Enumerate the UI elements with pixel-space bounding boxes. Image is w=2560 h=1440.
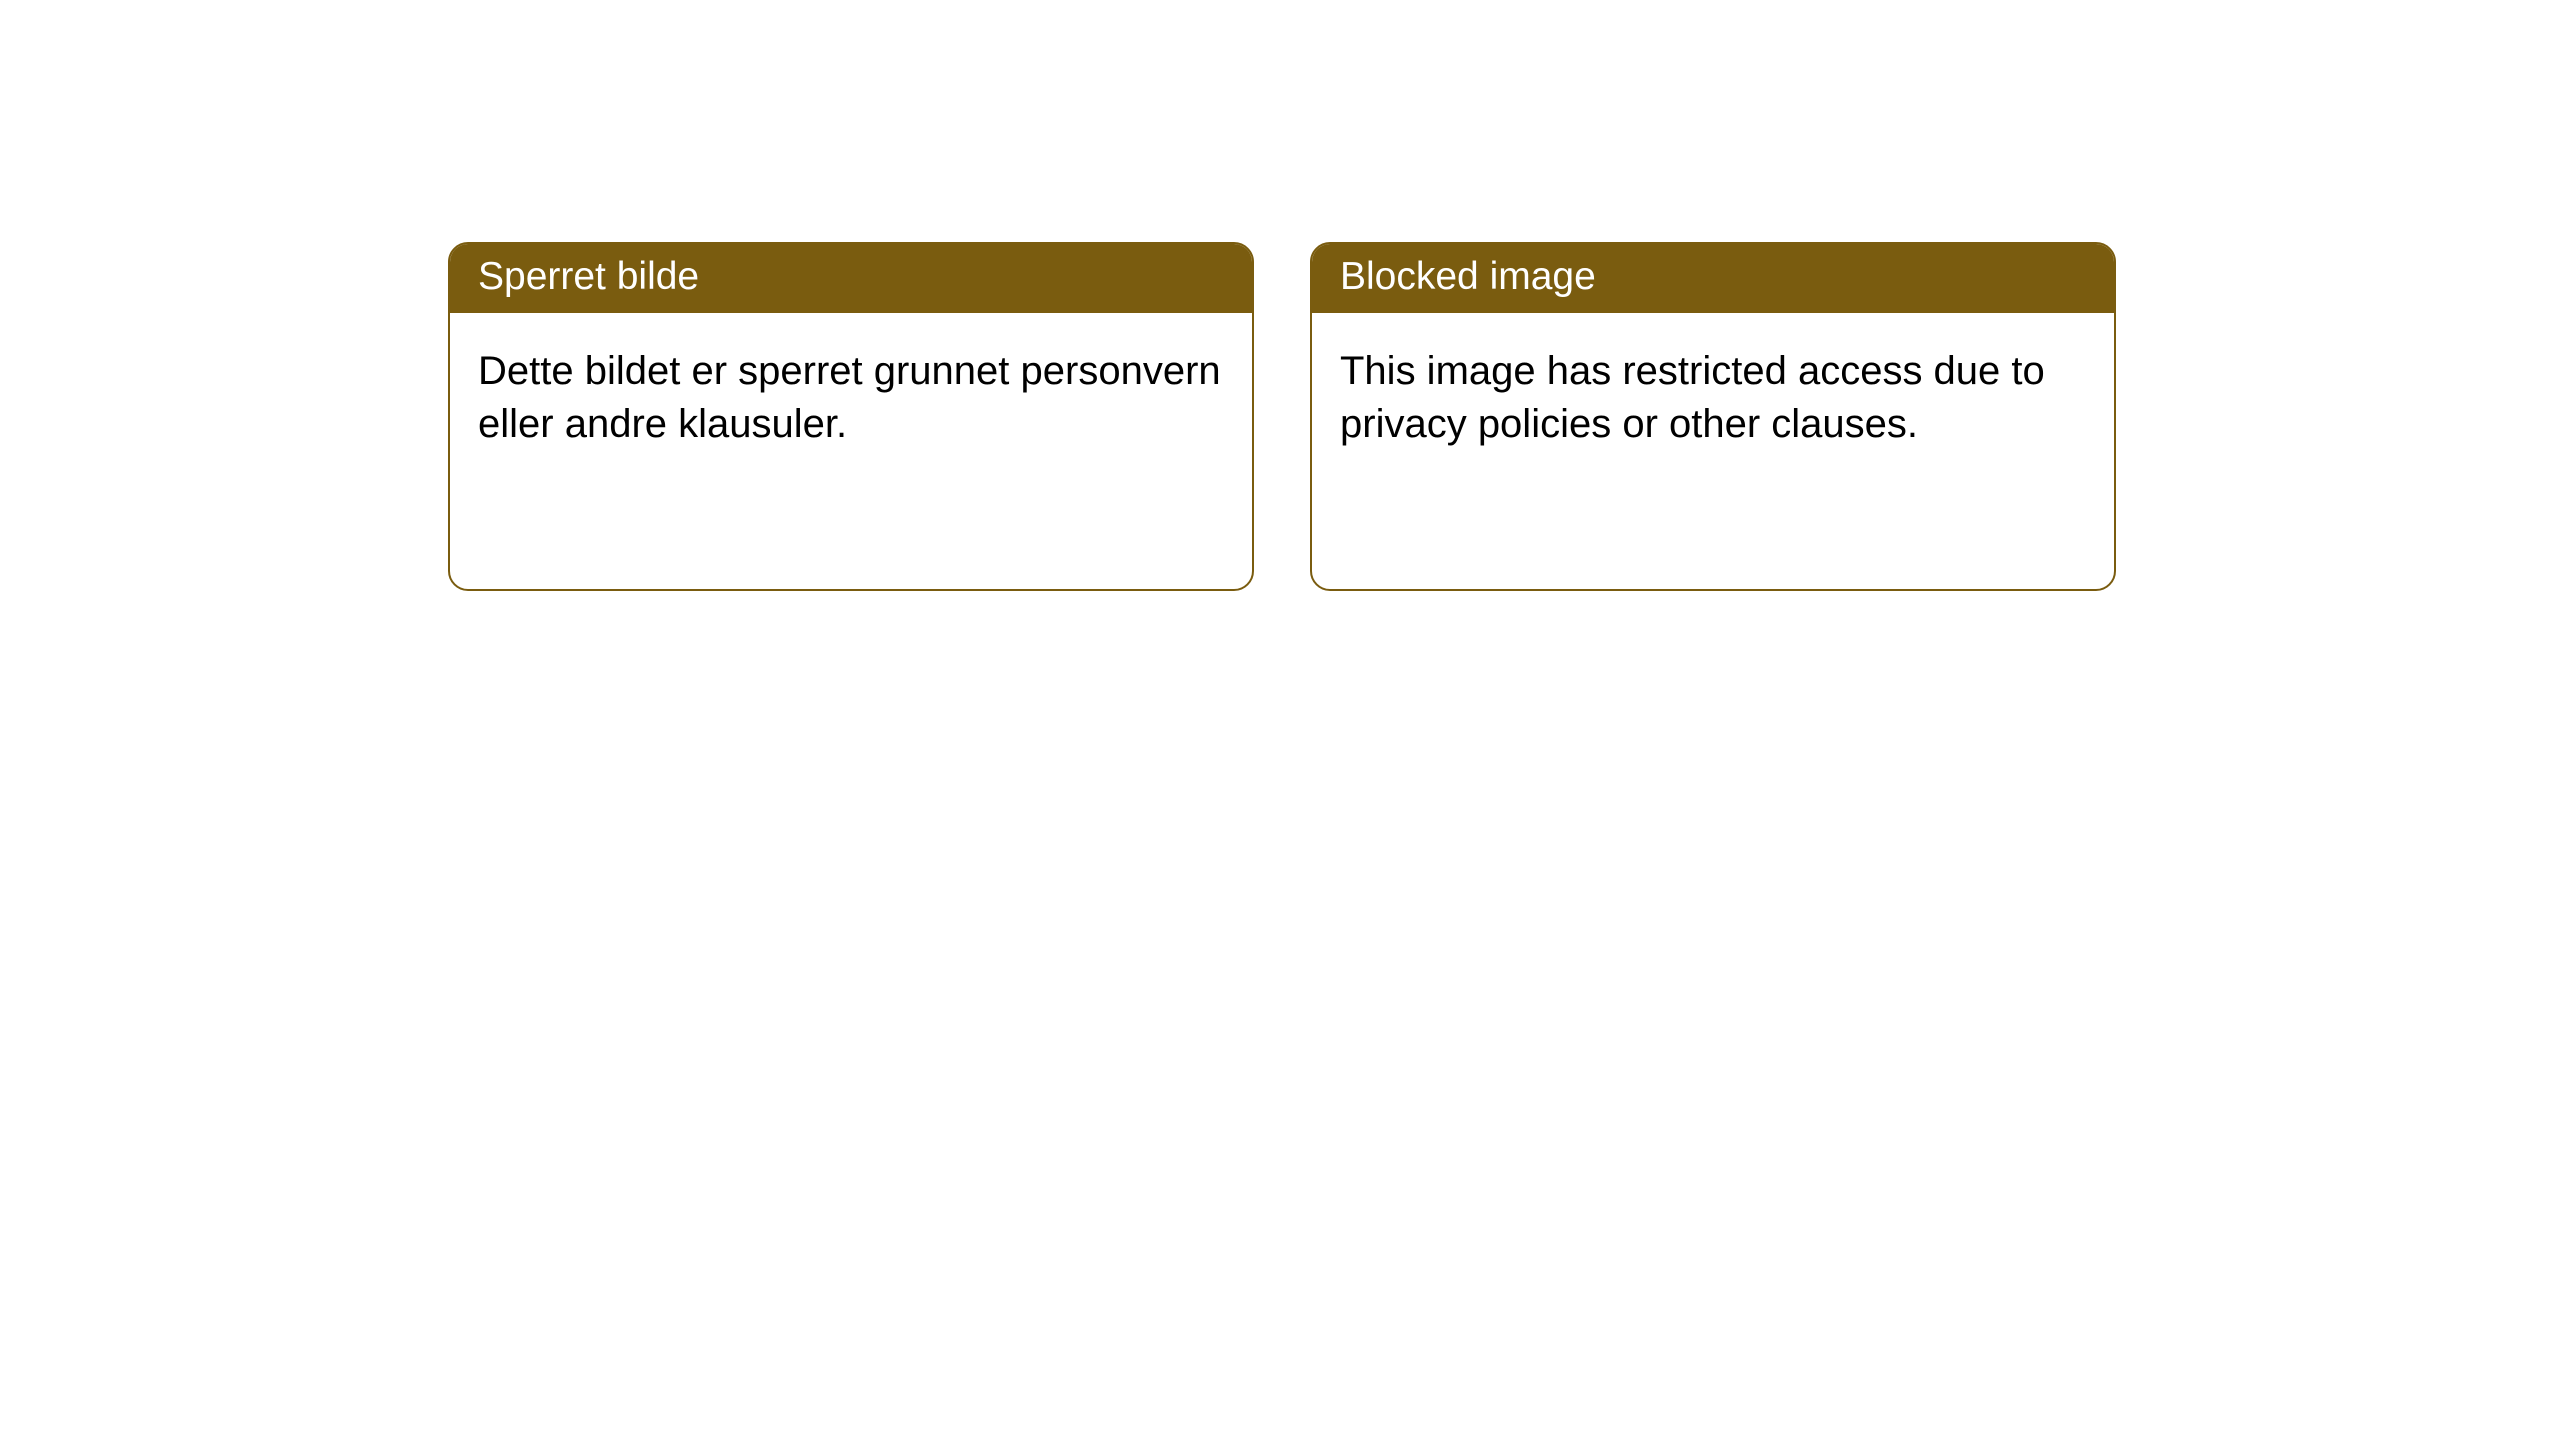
notice-body: This image has restricted access due to …	[1312, 313, 2114, 589]
notice-card-english: Blocked image This image has restricted …	[1310, 242, 2116, 591]
notice-header: Blocked image	[1312, 244, 2114, 313]
notice-body: Dette bildet er sperret grunnet personve…	[450, 313, 1252, 589]
notice-container: Sperret bilde Dette bildet er sperret gr…	[0, 0, 2560, 591]
notice-card-norwegian: Sperret bilde Dette bildet er sperret gr…	[448, 242, 1254, 591]
notice-header: Sperret bilde	[450, 244, 1252, 313]
